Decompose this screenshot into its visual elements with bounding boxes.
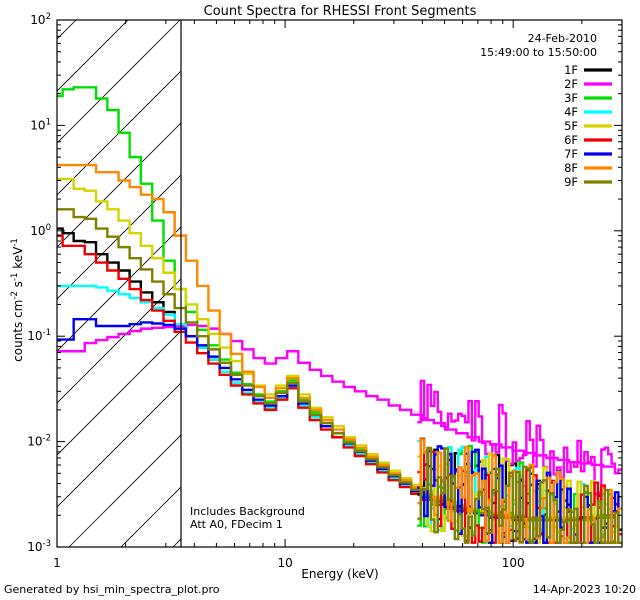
y-tick-5: 102 bbox=[30, 12, 51, 27]
excluded-energy-hatch bbox=[57, 20, 181, 547]
legend-label-8F: 8F bbox=[564, 161, 578, 175]
legend-label-9F: 9F bbox=[564, 175, 578, 189]
legend-label-1F: 1F bbox=[564, 63, 578, 77]
series-2F bbox=[57, 323, 615, 468]
legend-label-6F: 6F bbox=[564, 133, 578, 147]
legend-label-2F: 2F bbox=[564, 77, 578, 91]
y-axis-exp-1: -2 bbox=[10, 291, 20, 299]
observation-date: 24-Feb-2010 bbox=[528, 32, 597, 45]
background-note: Includes Background bbox=[190, 505, 305, 518]
x-tick-1: 10 bbox=[277, 556, 292, 570]
svg-text:counts cm-2 s-1 keV-1: counts cm-2 s-1 keV-1 bbox=[10, 238, 25, 362]
series-noise-2F bbox=[417, 379, 622, 496]
legend-label-7F: 7F bbox=[564, 147, 578, 161]
y-tick-0: 10-3 bbox=[27, 539, 51, 554]
y-tick-4: 101 bbox=[30, 117, 51, 132]
legend-label-4F: 4F bbox=[564, 105, 578, 119]
y-tick-labels: 10-3 10-2 10-1 100 101 102 bbox=[27, 12, 51, 554]
attenuator-note: Att A0, FDecim 1 bbox=[190, 518, 283, 531]
y-axis-label: counts cm-2 s-1 keV-1 bbox=[10, 238, 25, 362]
observation-interval: 15:49:00 to 15:50:00 bbox=[480, 46, 597, 59]
legend-label-3F: 3F bbox=[564, 91, 578, 105]
y-axis-exp-3: -1 bbox=[10, 238, 20, 246]
y-tick-3: 100 bbox=[30, 223, 51, 238]
footer-timestamp: 14-Apr-2023 10:20 bbox=[533, 583, 636, 596]
x-tick-labels: 1 10 100 bbox=[53, 556, 524, 570]
footer-generator: Generated by hsi_min_spectra_plot.pro bbox=[4, 583, 220, 596]
spectra-curves bbox=[57, 86, 622, 544]
y-tick-2: 10-1 bbox=[27, 328, 51, 343]
y-axis-exp-2: -1 bbox=[10, 273, 20, 281]
x-tick-0: 1 bbox=[53, 556, 61, 570]
series-noise-9F bbox=[417, 446, 622, 544]
axis-ticks bbox=[56, 19, 623, 548]
legend-label-5F: 5F bbox=[564, 119, 578, 133]
y-axis-label-base: counts cm bbox=[11, 300, 25, 362]
plot-frame bbox=[56, 19, 623, 548]
x-tick-2: 100 bbox=[502, 556, 525, 570]
x-axis-label: Energy (keV) bbox=[301, 567, 378, 581]
chart-title: Count Spectra for RHESSI Front Segments bbox=[204, 4, 477, 19]
y-tick-1: 10-2 bbox=[27, 434, 51, 449]
